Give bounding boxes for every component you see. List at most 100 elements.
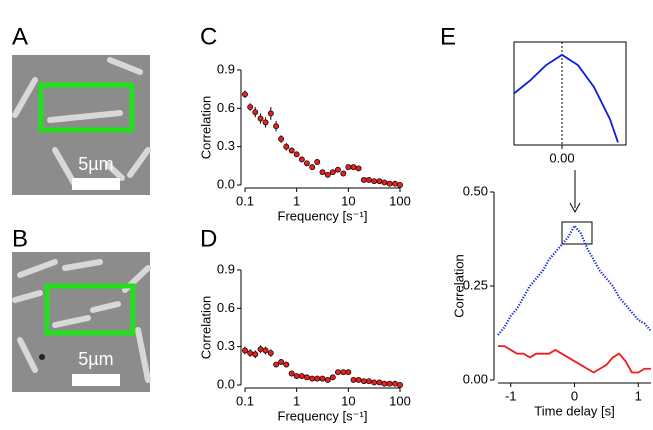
y-tick-label: 0.0: [217, 376, 235, 391]
point: [335, 166, 341, 173]
point: [329, 374, 336, 381]
x-axis-label: Time delay [s]: [534, 403, 614, 418]
point: [309, 375, 316, 382]
panel-letter: E: [440, 23, 456, 50]
x-tick-label: 100: [389, 193, 411, 208]
y-axis-label: Correlation: [198, 96, 213, 160]
point: [392, 180, 398, 187]
point: [345, 369, 352, 376]
x-tick-label: -1: [505, 388, 517, 403]
point: [350, 376, 357, 383]
scale-label: 5µm: [78, 349, 113, 369]
point: [360, 176, 367, 183]
point: [392, 380, 398, 387]
point: [319, 169, 326, 176]
point: [257, 346, 264, 353]
panel-letter: D: [200, 225, 217, 252]
point: [298, 373, 305, 380]
point: [381, 179, 388, 186]
point: [335, 369, 341, 376]
inset-frame: [513, 41, 627, 146]
y-tick-label: 0.6: [217, 300, 235, 315]
y-tick-label: 0.3: [217, 138, 235, 153]
image-b: 5µm: [12, 252, 151, 392]
point: [242, 347, 248, 354]
point: [340, 369, 347, 376]
point: [309, 164, 316, 171]
y-tick-label: 0.9: [217, 61, 235, 76]
y-tick-label: 0.9: [217, 261, 235, 276]
y-tick-label: 0.50: [463, 183, 488, 198]
point: [273, 123, 280, 130]
panel-letter: C: [200, 23, 217, 50]
point: [267, 350, 274, 357]
point: [371, 178, 378, 185]
point: [365, 378, 372, 385]
y-axis-label: Correlation: [451, 254, 466, 318]
x-tick-label: 0.1: [236, 193, 254, 208]
series-line: [498, 345, 651, 374]
point: [324, 171, 331, 178]
point: [278, 359, 285, 365]
point: [355, 376, 362, 383]
point: [288, 370, 295, 377]
point: [386, 380, 393, 387]
point: [293, 151, 300, 158]
point: [293, 373, 300, 380]
point: [288, 147, 295, 154]
point: [273, 361, 280, 368]
series-line: [513, 53, 619, 143]
zoom-box: [561, 221, 593, 245]
point: [247, 104, 254, 111]
image-a: 5µm: [12, 55, 151, 195]
x-axis-label: Frequency [s⁻¹]: [278, 208, 368, 223]
point: [340, 170, 347, 177]
y-tick-label: 0.6: [217, 100, 235, 115]
x-tick-label: 0: [571, 388, 578, 403]
panel-letter: A: [12, 23, 28, 50]
point: [365, 176, 372, 183]
point: [319, 375, 326, 382]
point: [303, 374, 310, 381]
zoom-arrow-head: [569, 202, 581, 214]
point: [329, 169, 336, 176]
x-tick-label: 1: [293, 193, 300, 208]
point: [303, 160, 310, 167]
x-tick-label: 1: [293, 393, 300, 408]
y-axis-label: Correlation: [198, 296, 213, 360]
x-tick-label: 10: [341, 393, 355, 408]
x-tick-label: 0.00: [549, 150, 574, 165]
panel-letter: B: [12, 225, 28, 252]
point: [314, 159, 321, 165]
x-tick-label: 10: [341, 193, 355, 208]
point: [267, 110, 274, 117]
point: [345, 164, 352, 171]
point: [386, 180, 393, 187]
series-line: [497, 223, 652, 336]
point: [257, 115, 264, 122]
point: [283, 361, 290, 368]
y-tick-label: 0.3: [217, 338, 235, 353]
point: [252, 109, 259, 116]
point: [278, 136, 285, 142]
x-tick-label: 1: [635, 388, 642, 403]
point: [314, 375, 321, 382]
point: [262, 119, 269, 126]
point: [360, 378, 367, 385]
y-tick-label: 0.0: [217, 176, 235, 191]
point: [355, 165, 362, 172]
point: [381, 380, 388, 387]
point: [242, 91, 248, 98]
point: [324, 376, 331, 383]
point: [350, 164, 357, 171]
point: [397, 182, 403, 188]
x-axis-label: Frequency [s⁻¹]: [278, 408, 368, 423]
point: [247, 350, 254, 357]
point: [376, 379, 383, 386]
point: [397, 382, 403, 388]
y-tick-label: 0.25: [463, 277, 488, 292]
x-tick-label: 100: [389, 393, 411, 408]
point: [298, 156, 305, 163]
y-tick-label: 0.00: [463, 371, 488, 386]
scale-label: 5µm: [78, 154, 113, 174]
